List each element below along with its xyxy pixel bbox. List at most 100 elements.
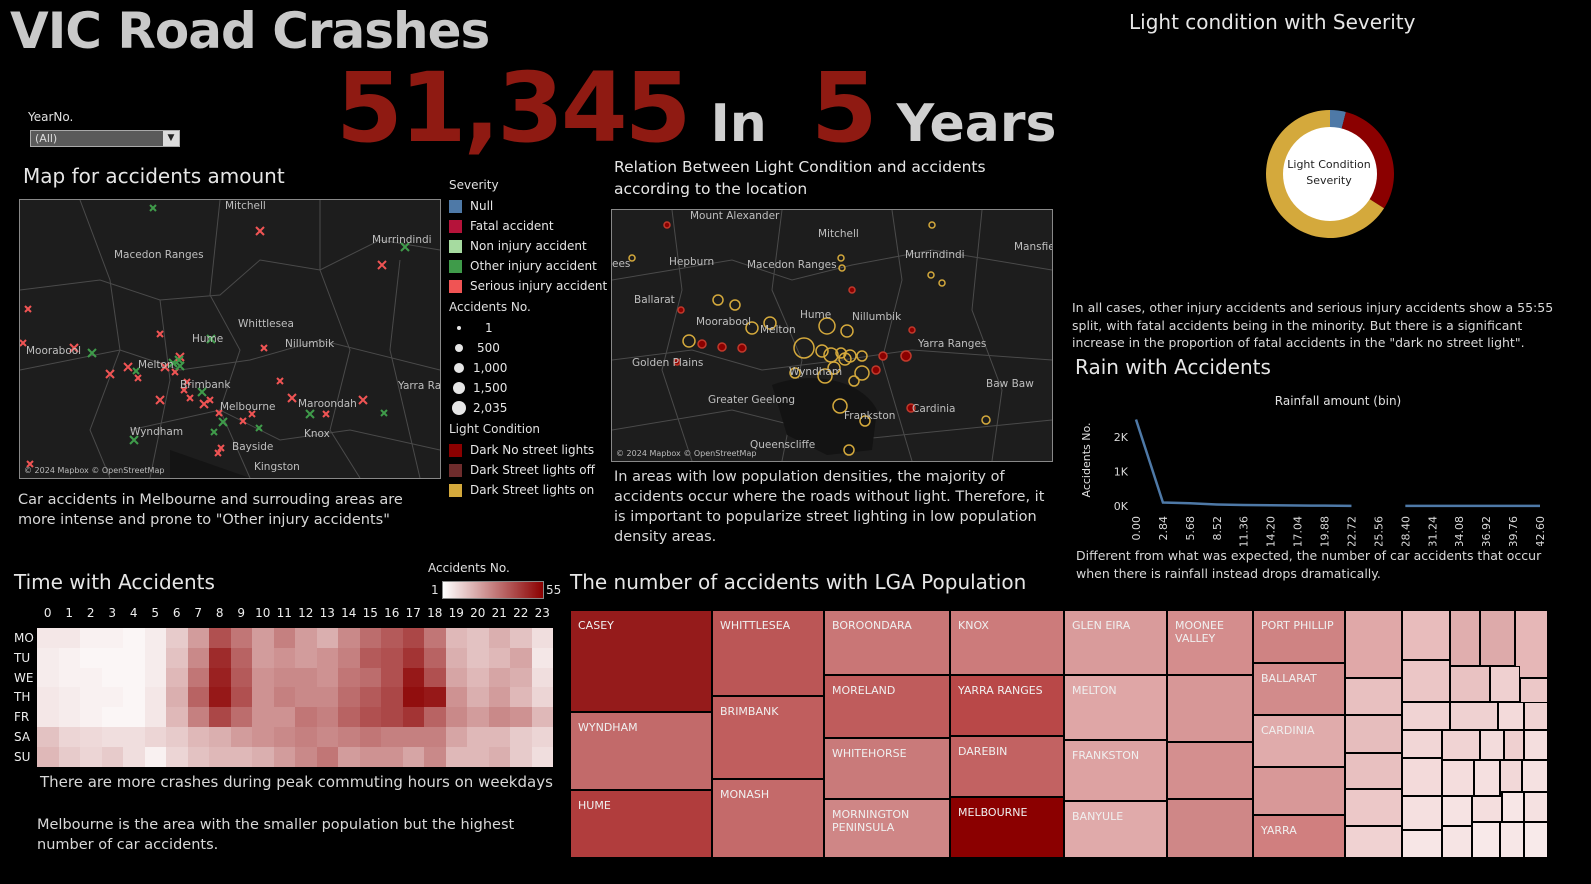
- map-marker[interactable]: [900, 350, 912, 362]
- map-marker[interactable]: [906, 403, 916, 413]
- map-marker[interactable]: [628, 254, 636, 262]
- heatmap-cell[interactable]: [510, 746, 532, 767]
- treemap-cell-unlabeled[interactable]: [1345, 753, 1402, 789]
- heatmap-cell[interactable]: [316, 687, 338, 708]
- heatmap-cell[interactable]: [230, 746, 252, 767]
- heatmap-cell[interactable]: [58, 628, 80, 648]
- heatmap-cell[interactable]: [101, 727, 123, 747]
- treemap-cell[interactable]: GLEN EIRA: [1064, 610, 1167, 675]
- heatmap-cell[interactable]: [359, 746, 381, 767]
- treemap-cell-unlabeled[interactable]: [1345, 610, 1402, 678]
- heatmap-cell[interactable]: [187, 707, 209, 727]
- map-marker[interactable]: [155, 395, 165, 405]
- heatmap-cell[interactable]: [295, 727, 317, 747]
- heatmap-cell[interactable]: [381, 707, 403, 727]
- heatmap-cell[interactable]: [166, 727, 188, 747]
- map-marker[interactable]: [175, 361, 185, 371]
- heatmap-cell[interactable]: [381, 628, 403, 648]
- heatmap-cell[interactable]: [58, 647, 80, 668]
- legend-item-dark-no-lights[interactable]: Dark No street lights: [449, 440, 609, 460]
- map-marker[interactable]: [305, 409, 315, 419]
- treemap-cell[interactable]: CARDINIA: [1253, 715, 1345, 767]
- heatmap-cell[interactable]: [488, 707, 510, 727]
- map-marker[interactable]: [210, 428, 218, 436]
- heatmap-cell[interactable]: [123, 667, 145, 688]
- heatmap-cell[interactable]: [144, 687, 166, 708]
- treemap-cell-unlabeled[interactable]: [1402, 758, 1442, 796]
- map-marker[interactable]: [673, 358, 681, 366]
- heatmap-cell[interactable]: [166, 647, 188, 668]
- heatmap-cell[interactable]: [273, 667, 295, 688]
- treemap-cell[interactable]: HUME: [570, 790, 712, 858]
- heatmap-cell[interactable]: [316, 727, 338, 747]
- heatmap-cell[interactable]: [510, 707, 532, 727]
- heatmap-cell[interactable]: [295, 746, 317, 767]
- heatmap-cell[interactable]: [58, 727, 80, 747]
- treemap-cell-unlabeled[interactable]: [1474, 760, 1500, 796]
- heatmap-grid[interactable]: 0 1 2 3 4 5 6 7 8 9 10 11 12 13 14 15 16 17 18 19 20 21 22 23 MO…: [14, 606, 564, 767]
- map-marker[interactable]: [156, 330, 164, 338]
- map-marker[interactable]: [287, 393, 297, 403]
- heatmap-cell[interactable]: [445, 628, 467, 648]
- heatmap-cell[interactable]: [359, 727, 381, 747]
- treemap-cell-unlabeled[interactable]: [1345, 715, 1402, 753]
- map-marker[interactable]: [854, 365, 870, 381]
- year-filter-dropdown[interactable]: (All) ▼: [30, 130, 180, 147]
- map-marker[interactable]: [697, 339, 707, 349]
- heatmap-cell[interactable]: [101, 647, 123, 668]
- treemap-cell-unlabeled[interactable]: [1450, 610, 1480, 666]
- heatmap-cell[interactable]: [445, 707, 467, 727]
- treemap-cell-unlabeled[interactable]: [1442, 760, 1474, 796]
- map-marker[interactable]: [160, 362, 170, 372]
- map-marker[interactable]: [69, 343, 79, 353]
- map-marker[interactable]: [843, 444, 855, 456]
- map-marker[interactable]: [134, 374, 142, 382]
- heatmap-cell[interactable]: [424, 667, 446, 688]
- heatmap-cell[interactable]: [58, 687, 80, 708]
- treemap-cell-unlabeled[interactable]: [1500, 822, 1524, 858]
- heatmap-cell[interactable]: [230, 727, 252, 747]
- map-marker[interactable]: [186, 394, 194, 402]
- heatmap-cell[interactable]: [230, 667, 252, 688]
- heatmap-cell[interactable]: [338, 628, 360, 648]
- map-marker[interactable]: [217, 444, 225, 452]
- heatmap-cell[interactable]: [467, 707, 489, 727]
- heatmap-cell[interactable]: [37, 687, 59, 708]
- treemap-cell-unlabeled[interactable]: [1472, 796, 1502, 822]
- heatmap-cell[interactable]: [424, 628, 446, 648]
- heatmap-cell[interactable]: [381, 746, 403, 767]
- map-marker[interactable]: [248, 410, 256, 418]
- heatmap-cell[interactable]: [467, 727, 489, 747]
- heatmap-cell[interactable]: [359, 667, 381, 688]
- map-marker[interactable]: [793, 337, 815, 359]
- heatmap-cell[interactable]: [316, 628, 338, 648]
- treemap-cell[interactable]: DAREBIN: [950, 736, 1064, 797]
- map-marker[interactable]: [206, 396, 214, 404]
- heatmap-cell[interactable]: [338, 687, 360, 708]
- heatmap-cell[interactable]: [445, 727, 467, 747]
- light-condition-map[interactable]: Mount Alexander Mitchell Mansfie Hepburn…: [611, 209, 1053, 462]
- heatmap-cell[interactable]: [58, 707, 80, 727]
- treemap-cell[interactable]: MOONEE VALLEY: [1167, 610, 1253, 675]
- map-marker[interactable]: [818, 317, 836, 335]
- legend-item-non-injury[interactable]: Non injury accident: [449, 236, 609, 256]
- heatmap-cell[interactable]: [80, 647, 102, 668]
- heatmap-cell[interactable]: [445, 687, 467, 708]
- map-marker[interactable]: [105, 369, 115, 379]
- heatmap-cell[interactable]: [252, 667, 274, 688]
- heatmap-cell[interactable]: [123, 707, 145, 727]
- treemap-cell[interactable]: PORT PHILLIP: [1253, 610, 1345, 663]
- heatmap-cell[interactable]: [273, 687, 295, 708]
- map-marker[interactable]: [717, 342, 727, 352]
- map-marker[interactable]: [848, 286, 856, 294]
- map-marker[interactable]: [763, 316, 777, 330]
- heatmap-cell[interactable]: [316, 707, 338, 727]
- heatmap-cell[interactable]: [252, 647, 274, 668]
- heatmap-cell[interactable]: [531, 647, 553, 668]
- heatmap-cell[interactable]: [101, 667, 123, 688]
- heatmap-cell[interactable]: [381, 667, 403, 688]
- treemap-cell-unlabeled[interactable]: [1402, 610, 1450, 660]
- heatmap-cell[interactable]: [80, 707, 102, 727]
- treemap-cell-unlabeled[interactable]: [1167, 675, 1253, 742]
- heatmap-cell[interactable]: [531, 727, 553, 747]
